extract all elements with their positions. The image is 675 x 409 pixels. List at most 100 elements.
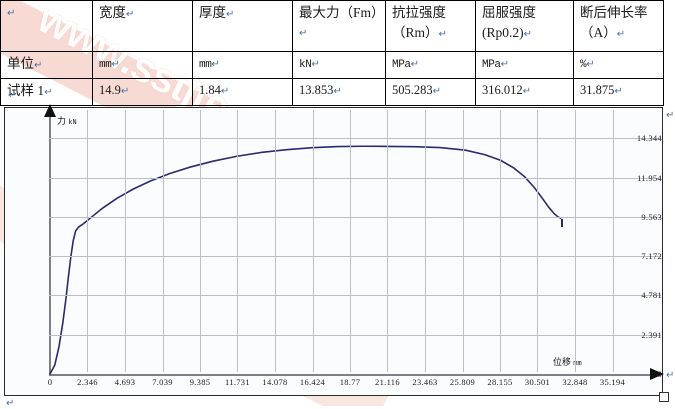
- pilcrow-icon: ↵: [126, 9, 135, 20]
- grid-line-vertical: [275, 110, 276, 372]
- paragraph-mark-icon: ↵: [666, 370, 675, 381]
- pilcrow-icon: ↵: [34, 60, 43, 71]
- pilcrow-icon: ↵: [120, 86, 130, 97]
- pilcrow-icon: ↵: [522, 86, 532, 97]
- grid-line-vertical: [125, 110, 126, 372]
- cell-value-thickness: 1.84↵: [192, 78, 293, 106]
- x-axis-tick-label: 4.693: [114, 377, 136, 387]
- x-axis: [49, 374, 654, 376]
- y-axis-tick-label: 2.391: [641, 329, 662, 340]
- pilcrow-icon: ↵: [614, 86, 623, 97]
- cell-unit-yield-strength: MPa↵: [475, 51, 574, 79]
- x-axis-tick-label: 25.809: [449, 377, 476, 387]
- grid-line-vertical: [462, 110, 464, 372]
- x-axis-tick-label: 35.194: [599, 377, 626, 387]
- cell-value-elongation: 31.875↵: [573, 78, 664, 106]
- cell-unit-elongation: %↵: [573, 51, 664, 79]
- chart-plot-area: 力 kN 位移 mm 0 2.346 4.693 7.039 9.385 11.731 14…: [5, 104, 664, 395]
- paragraph-mark-icon: ↵: [666, 110, 675, 121]
- x-axis-tick-label: 9.385: [189, 377, 211, 387]
- pilcrow-icon: ↵: [7, 8, 16, 19]
- x-axis-tick-label: 7.039: [152, 377, 173, 387]
- pilcrow-icon: ↵: [211, 59, 220, 70]
- grid-line-horizontal: [49, 177, 661, 179]
- x-axis-arrow-icon: [650, 368, 664, 380]
- grid-line-vertical: [425, 110, 426, 372]
- pilcrow-icon: ↵: [220, 86, 230, 97]
- pilcrow-icon: ↵: [44, 87, 53, 98]
- curve-svg: [49, 145, 562, 375]
- y-axis-tick-label: 7.172: [641, 251, 662, 262]
- pilcrow-icon: ↵: [438, 28, 447, 40]
- grid-line-vertical: [87, 110, 89, 372]
- pilcrow-icon: ↵: [311, 59, 320, 70]
- grid-line-horizontal: [49, 216, 661, 218]
- pilcrow-icon: ↵: [432, 86, 442, 97]
- header-cell-max-force: 最大力（Fm）↵: [292, 0, 386, 52]
- cell-unit-thickness: mm↵: [192, 51, 293, 79]
- pilcrow-icon: ↵: [299, 27, 308, 39]
- table-row: 单位↵ mm↵ mm↵ kN↵ MPa↵ MPa↵ %↵: [0, 51, 664, 79]
- pilcrow-icon: ↵: [616, 28, 626, 40]
- cell-unit-width: mm↵: [92, 51, 193, 79]
- grid-line-vertical: [500, 110, 501, 372]
- x-axis-tick-label: 21.116: [375, 377, 400, 387]
- grid-line-vertical: [200, 110, 201, 372]
- paragraph-mark-icon: ↵: [6, 398, 15, 409]
- table-header-row: ↵ 宽度↵ 厚度↵ 最大力（Fm）↵ 抗拉强度 （Rm）↵ 屈服强度 (Rp0.2)…: [0, 0, 664, 52]
- y-axis-tick-label: 11.954: [637, 172, 662, 183]
- x-axis-tick-label: 18.77: [339, 377, 361, 387]
- grid-line-vertical: [162, 110, 164, 372]
- spec-table: ↵ 宽度↵ 厚度↵ 最大力（Fm）↵ 抗拉强度 （Rm）↵ 屈服强度 (Rp0.2)…: [0, 0, 664, 106]
- x-axis-title: 位移 mm: [553, 357, 582, 368]
- pilcrow-icon: ↵: [410, 59, 419, 70]
- header-cell-blank: ↵: [0, 0, 93, 52]
- table-row: 试样 1↵ 14.9↵ 1.84↵ 13.853↵ 505.283↵ 316.0…: [0, 78, 664, 106]
- x-axis-tick-label: 0: [47, 377, 53, 387]
- spec-table-container: ↵ 宽度↵ 厚度↵ 最大力（Fm）↵ 抗拉强度 （Rm）↵ 屈服强度 (Rp0.2)…: [0, 0, 675, 106]
- x-axis-tick-label: 14.078: [262, 377, 288, 387]
- y-axis-tick-label: 0: [657, 369, 662, 379]
- grid-line-horizontal: [49, 256, 661, 258]
- paragraph-mark-icon: ↵: [8, 90, 17, 101]
- pilcrow-icon: ↵: [111, 59, 120, 70]
- y-axis-tick-label: 4.781: [641, 290, 662, 301]
- resize-handle[interactable]: [659, 392, 669, 402]
- cell-unit-tensile-strength: MPa↵: [385, 51, 476, 79]
- grid-line-vertical: [537, 110, 539, 372]
- grid-line-vertical: [612, 110, 614, 372]
- grid-line-horizontal: [49, 138, 661, 140]
- header-cell-tensile-strength: 抗拉强度 （Rm）↵: [385, 0, 476, 52]
- row-label-unit: 单位↵: [0, 51, 93, 79]
- header-cell-thickness: 厚度↵: [192, 0, 293, 52]
- x-axis-tick-label: 11.731: [225, 377, 250, 387]
- header-cell-yield-strength: 屈服强度 (Rp0.2)↵: [475, 0, 574, 52]
- grid-line-vertical: [312, 110, 314, 372]
- x-axis-tick-label: 30.501: [524, 377, 551, 387]
- grid-line-vertical: [350, 110, 351, 372]
- force-displacement-chart[interactable]: 力 kN 位移 mm 0 2.346 4.693 7.039 9.385 11.731 14…: [4, 104, 664, 396]
- x-axis-tick-label: 28.155: [487, 377, 513, 387]
- cell-unit-max-force: kN↵: [292, 51, 386, 79]
- pilcrow-icon: ↵: [333, 86, 342, 97]
- header-cell-width: 宽度↵: [92, 0, 193, 52]
- grid-line-vertical: [575, 110, 576, 372]
- pilcrow-icon: ↵: [586, 59, 595, 70]
- header-cell-elongation: 断后伸长率 （A）↵: [573, 0, 664, 52]
- x-axis-tick-label: 32.848: [562, 377, 588, 387]
- pilcrow-icon: ↵: [500, 59, 509, 70]
- grid-line-horizontal: [49, 295, 661, 297]
- force-displacement-curve: [49, 145, 562, 375]
- cell-value-tensile-strength: 505.283↵: [385, 78, 476, 106]
- y-axis-tick-label: 9.563: [641, 211, 662, 222]
- y-axis-tick-label: 14.344: [636, 133, 662, 144]
- x-axis-tick-label: 16.424: [299, 377, 326, 387]
- x-axis-tick-label: 23.463: [412, 377, 438, 387]
- fracture-end-marker: [561, 218, 564, 227]
- x-axis-tick-label: 2.346: [77, 377, 98, 387]
- cell-value-yield-strength: 316.012↵: [475, 78, 574, 106]
- cell-value-width: 14.9↵: [92, 78, 193, 106]
- grid-line-horizontal: [49, 334, 661, 336]
- pilcrow-icon: ↵: [523, 28, 533, 40]
